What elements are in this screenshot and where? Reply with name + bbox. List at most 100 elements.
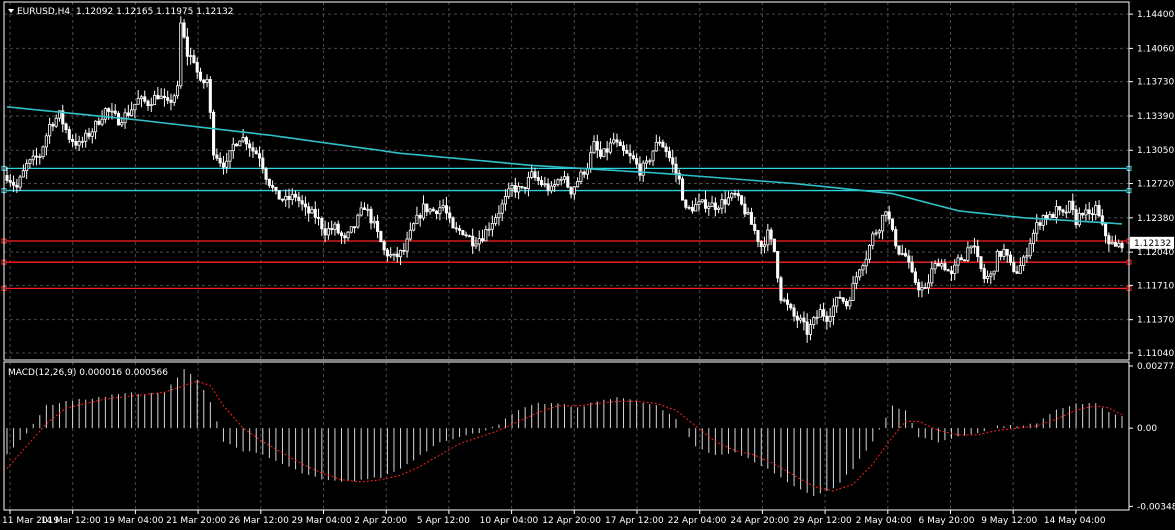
candle-body: [146, 100, 150, 107]
candle-body: [510, 185, 514, 190]
candle-body: [444, 205, 448, 214]
candle-body: [956, 257, 960, 266]
candle-body: [933, 263, 937, 270]
candle-body: [684, 199, 688, 208]
candle-body: [5, 175, 9, 181]
candle-body: [690, 206, 694, 212]
candle-body: [897, 245, 901, 255]
candle-body: [408, 229, 412, 240]
candle-body: [1025, 255, 1029, 258]
candle-body: [923, 287, 927, 289]
candle-body: [949, 270, 954, 274]
candle-body: [982, 268, 986, 279]
candle-body: [264, 168, 268, 180]
candle-body: [631, 155, 635, 159]
time-tick-label: 24 Apr 20:00: [730, 516, 789, 526]
candle-body: [402, 249, 406, 252]
macd-frame: [3, 361, 1130, 511]
candle-body: [179, 22, 183, 87]
candle-body: [579, 171, 583, 182]
macd-tick-label: 0.00: [1137, 424, 1157, 434]
candle-body: [887, 211, 891, 220]
candle-body: [553, 184, 557, 187]
candle-body: [907, 255, 911, 263]
candle-body: [681, 178, 685, 201]
candle-body: [1113, 242, 1117, 247]
candle-body: [1074, 209, 1078, 226]
candle-body: [480, 238, 485, 242]
candle-body: [582, 171, 586, 175]
macd-panel[interactable]: 0.002773 0.00 -0.003489 MACD(12,26,9) 0.00…: [6, 362, 1175, 512]
candle-body: [707, 206, 711, 209]
candle-body: [425, 203, 429, 213]
candle-body: [280, 198, 285, 201]
candle-body: [871, 233, 875, 246]
candle-body: [34, 155, 39, 158]
candle-body: [648, 160, 652, 163]
candle-body: [172, 95, 176, 103]
candle-body: [277, 190, 281, 200]
macd-tick-label: -0.003489: [1137, 502, 1175, 512]
candle-body: [139, 96, 144, 99]
candle-body: [392, 253, 396, 256]
candle-body: [484, 229, 488, 242]
candle-body: [169, 99, 173, 103]
candle-body: [454, 227, 458, 230]
candle-body: [792, 307, 796, 317]
candle-body: [1054, 206, 1058, 218]
time-tick-label: 21 Mar 20:00: [166, 516, 226, 526]
candle-body: [330, 228, 334, 230]
candle-body: [97, 120, 101, 125]
candle-body: [231, 143, 235, 152]
candle-body: [746, 212, 750, 215]
candle-body: [615, 139, 619, 143]
candle-body: [313, 208, 317, 218]
candle-body: [520, 185, 524, 188]
candle-body: [84, 132, 88, 142]
candle-body: [1035, 222, 1039, 234]
chart-frame: [3, 1, 1130, 511]
candle-body: [166, 97, 170, 101]
candle-body: [130, 109, 134, 116]
candle-body: [736, 193, 740, 197]
candle-body: [841, 297, 845, 302]
price-tick-label: 1.13730: [1137, 78, 1174, 88]
candle-body: [67, 129, 71, 140]
candle-body: [61, 110, 65, 125]
candle-body: [543, 183, 547, 186]
price-panel[interactable]: 1.14400 1.14060 1.13730 1.13390 1.13050 1.127…: [1, 2, 1174, 360]
candle-body: [156, 94, 160, 100]
time-tick-label: 22 Apr 04:00: [668, 516, 727, 526]
candle-body: [513, 185, 517, 193]
candle-body: [8, 180, 12, 183]
candle-body: [143, 96, 147, 102]
candle-body: [762, 244, 767, 248]
candle-body: [562, 176, 567, 180]
candle-body: [697, 201, 701, 205]
candle-body: [116, 112, 121, 126]
candle-body: [507, 188, 511, 197]
candle-body: [926, 282, 931, 289]
candle-body: [500, 203, 504, 214]
candle-body: [41, 146, 45, 157]
candle-body: [838, 296, 842, 299]
moving-average-line: [6, 106, 1123, 225]
candle-body: [694, 204, 698, 212]
candle-body: [438, 207, 442, 215]
price-tick-label: 1.12380: [1137, 214, 1174, 224]
price-tick-label: 1.12040: [1137, 248, 1174, 258]
candle-body: [546, 183, 550, 192]
candle-body: [703, 199, 708, 209]
candle-body: [297, 196, 301, 202]
candle-body: [1028, 243, 1032, 257]
candle-body: [87, 132, 91, 137]
candle-body: [700, 199, 704, 203]
candle-body: [467, 235, 471, 238]
candle-body: [120, 122, 124, 126]
candle-body: [999, 250, 1003, 257]
candle-body: [215, 154, 219, 159]
time-tick-label: 5 Apr 12:00: [417, 516, 470, 526]
candle-body: [818, 309, 822, 318]
candle-body: [749, 212, 753, 225]
